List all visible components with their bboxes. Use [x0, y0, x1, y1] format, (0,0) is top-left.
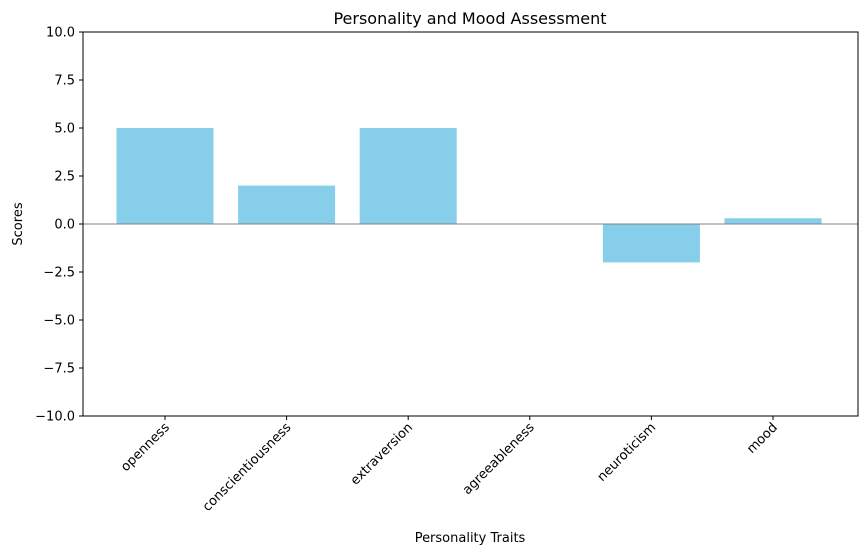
bars-group [116, 128, 822, 263]
y-tick-label: 10.0 [46, 26, 75, 41]
y-tick-label: 0.0 [54, 218, 75, 233]
y-tick-label: −10.0 [35, 410, 75, 425]
chart-title: Personality and Mood Assessment [333, 9, 606, 28]
y-tick-label: 2.5 [54, 170, 75, 185]
y-axis-ticks: −10.0 −7.5 −5.0 −2.5 0.0 2.5 5.0 7.5 10.0 [35, 26, 83, 425]
y-tick-label: −7.5 [43, 362, 75, 377]
y-axis-label: Scores [11, 202, 26, 245]
x-axis-label: Personality Traits [415, 531, 526, 546]
y-tick-label: −5.0 [43, 314, 75, 329]
bar-conscientiousness [238, 185, 336, 224]
bar-extraversion [359, 128, 457, 224]
y-tick-label: 5.0 [54, 122, 75, 137]
bar-openness [116, 128, 214, 224]
bar-neuroticism [602, 224, 700, 263]
y-tick-label: −2.5 [43, 266, 75, 281]
y-tick-label: 7.5 [54, 74, 75, 89]
bar-mood [724, 218, 822, 224]
